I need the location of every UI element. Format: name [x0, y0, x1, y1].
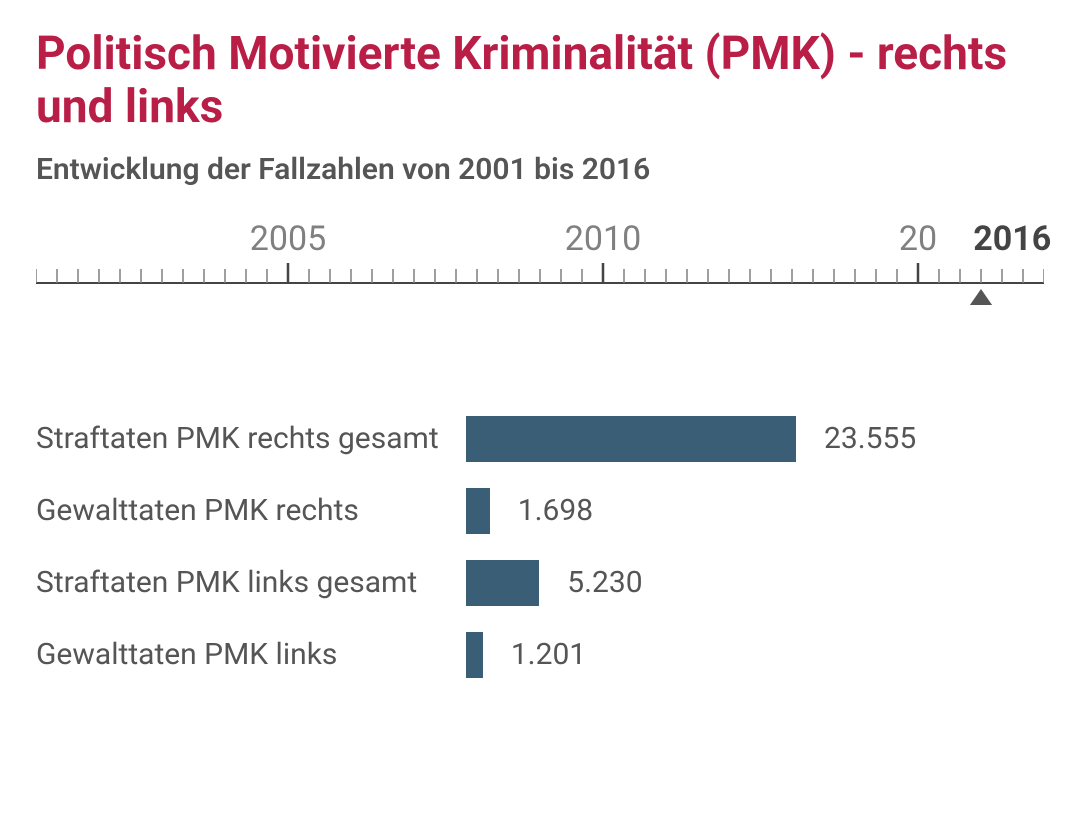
bar-label: Gewalttaten PMK links: [36, 638, 466, 673]
bar: [466, 488, 490, 534]
bar-row: Gewalttaten PMK rechts 1.698: [36, 475, 1044, 547]
timeline-label: 2005: [250, 219, 326, 259]
timeline-label: 20: [899, 219, 937, 259]
bar-chart: Straftaten PMK rechts gesamt 23.555 Gewalt…: [36, 403, 1044, 691]
bar-value: 5.230: [567, 565, 642, 600]
chart-subtitle: Entwicklung der Fallzahlen von 2001 bis …: [36, 152, 1044, 187]
bar: [466, 632, 483, 678]
bar: [466, 416, 796, 462]
bar-label: Straftaten PMK links gesamt: [36, 566, 466, 601]
bar-row: Straftaten PMK links gesamt 5.230: [36, 547, 1044, 619]
timeline-labels: 20052010202016: [36, 219, 1044, 263]
timeline-label: 2010: [565, 219, 641, 259]
bar-label: Gewalttaten PMK rechts: [36, 494, 466, 529]
bar-label: Straftaten PMK rechts gesamt: [36, 422, 466, 457]
bar-value: 23.555: [824, 421, 916, 456]
bar-track: 5.230: [466, 560, 1044, 606]
timeline: 20052010202016: [36, 219, 1044, 313]
bar: [466, 560, 539, 606]
bar-track: 23.555: [466, 416, 1044, 462]
bar-value: 1.201: [511, 637, 586, 672]
timeline-label-current: 2016: [973, 219, 1051, 259]
timeline-axis: [36, 263, 1044, 313]
chart-title: Politisch Motivierte Kriminalität (PMK) …: [36, 28, 1044, 134]
bar-value: 1.698: [518, 493, 593, 528]
bar-track: 1.201: [466, 632, 1044, 678]
bar-row: Gewalttaten PMK links 1.201: [36, 619, 1044, 691]
bar-row: Straftaten PMK rechts gesamt 23.555: [36, 403, 1044, 475]
bar-track: 1.698: [466, 488, 1044, 534]
